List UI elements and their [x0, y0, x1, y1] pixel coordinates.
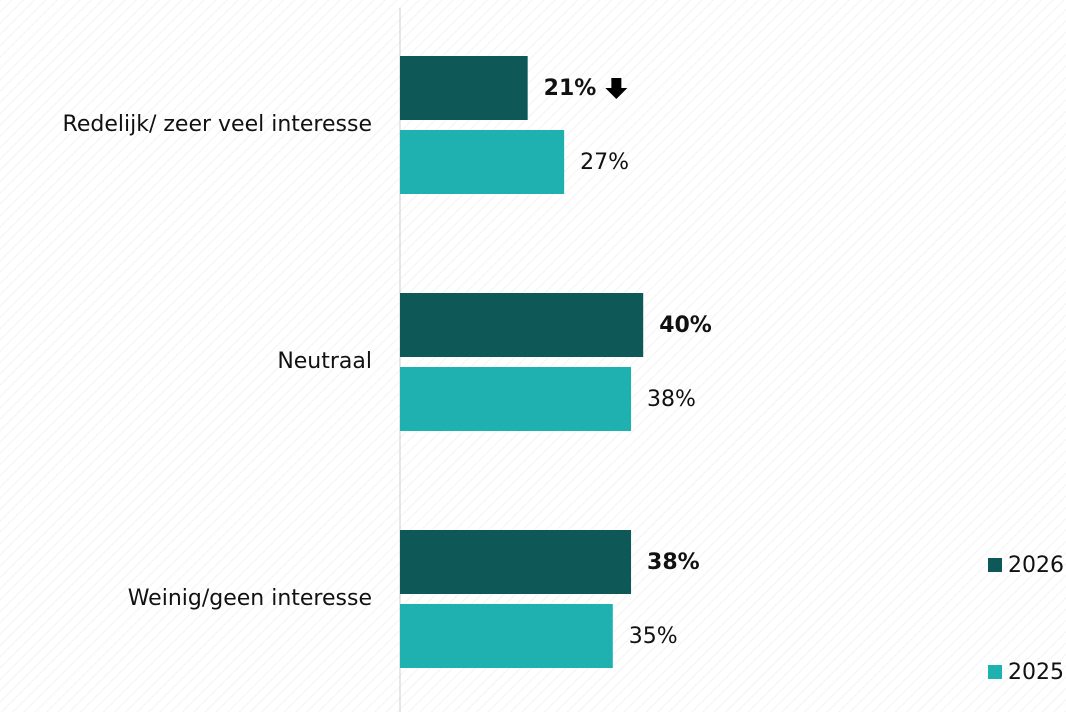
value-label: 40% [659, 313, 712, 338]
trend-arrow [605, 78, 628, 99]
value-label: 38% [647, 550, 700, 575]
bar [400, 293, 644, 357]
bar [400, 367, 632, 431]
bar [400, 530, 632, 594]
bar [400, 604, 613, 668]
legend-label: 2026 [1008, 553, 1064, 578]
bar [400, 56, 528, 120]
legend-swatch [988, 665, 1002, 679]
bar [400, 130, 565, 194]
value-label: 38% [647, 387, 696, 412]
category-label: Neutraal [277, 349, 372, 374]
value-label: 21% [544, 76, 597, 101]
category-label: Redelijk/ zeer veel interesse [63, 112, 372, 137]
value-label: 35% [629, 624, 678, 649]
value-label: 27% [580, 150, 629, 175]
category-label: Weinig/geen interesse [128, 586, 372, 611]
legend-swatch [988, 558, 1002, 572]
legend-label: 2025 [1008, 660, 1064, 685]
